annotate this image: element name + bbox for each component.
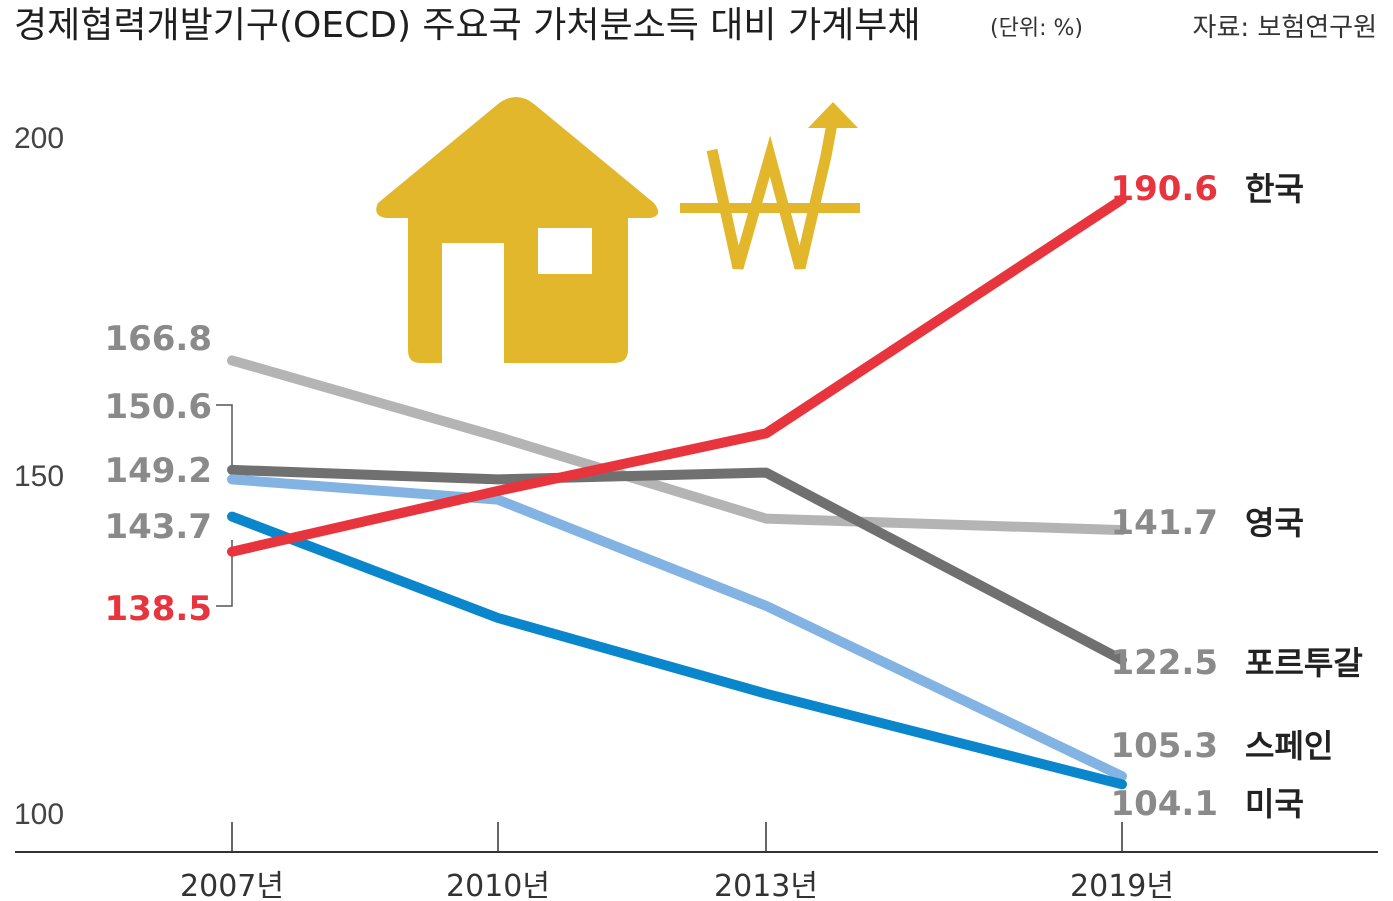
series-line-2 [227,474,1127,782]
y-tick-label: 100 [14,798,64,831]
source-label: 자료: 보험연구원 [1193,13,1377,43]
start-value-label: 150.6 [104,387,212,427]
y-tick-label: 200 [14,122,64,155]
y-tick-label: 150 [14,460,64,493]
country-label: 포르투갈 [1245,644,1363,682]
series-line-1 [227,464,1127,665]
y-axis: 200 150 100 [14,122,64,831]
unit-label: (단위: %) [990,16,1083,41]
country-label: 한국 [1245,170,1304,208]
end-value-label: 122.5 [1110,643,1218,683]
end-value-label: 105.3 [1110,726,1218,766]
x-tick-label: 2007년 [180,869,284,901]
chart-title: 경제협력개발기구(OECD) 주요국 가처분소득 대비 가계부채 [14,5,920,46]
end-value-label: 141.7 [1110,503,1218,543]
house-icon [376,97,659,363]
start-value-labels: 166.8 150.6 149.2 143.7 138.5 [104,319,212,629]
start-value-label: 149.2 [104,451,212,491]
start-value-label: 143.7 [104,507,212,547]
x-axis: 2007년 2010년 2013년 2019년 [180,822,1174,901]
start-label-bracket [216,404,233,607]
series-line-0 [227,355,1127,536]
country-label: 스페인 [1245,727,1333,765]
country-label: 미국 [1245,785,1304,823]
won-arrow-icon [680,102,860,270]
end-value-label: 190.6 [1110,169,1218,209]
start-value-label: 166.8 [104,319,212,359]
series-line-4 [227,194,1127,557]
end-value-labels: 141.7 122.5 105.3 104.1 190.6 [1110,169,1218,824]
series-lines [227,194,1127,790]
x-tick-label: 2019년 [1070,869,1174,901]
x-tick-label: 2010년 [446,869,550,901]
country-label: 영국 [1245,504,1304,542]
end-value-label: 104.1 [1110,784,1218,824]
x-tick-label: 2013년 [714,869,818,901]
series-line-3 [227,511,1127,790]
start-value-label: 138.5 [104,589,212,629]
